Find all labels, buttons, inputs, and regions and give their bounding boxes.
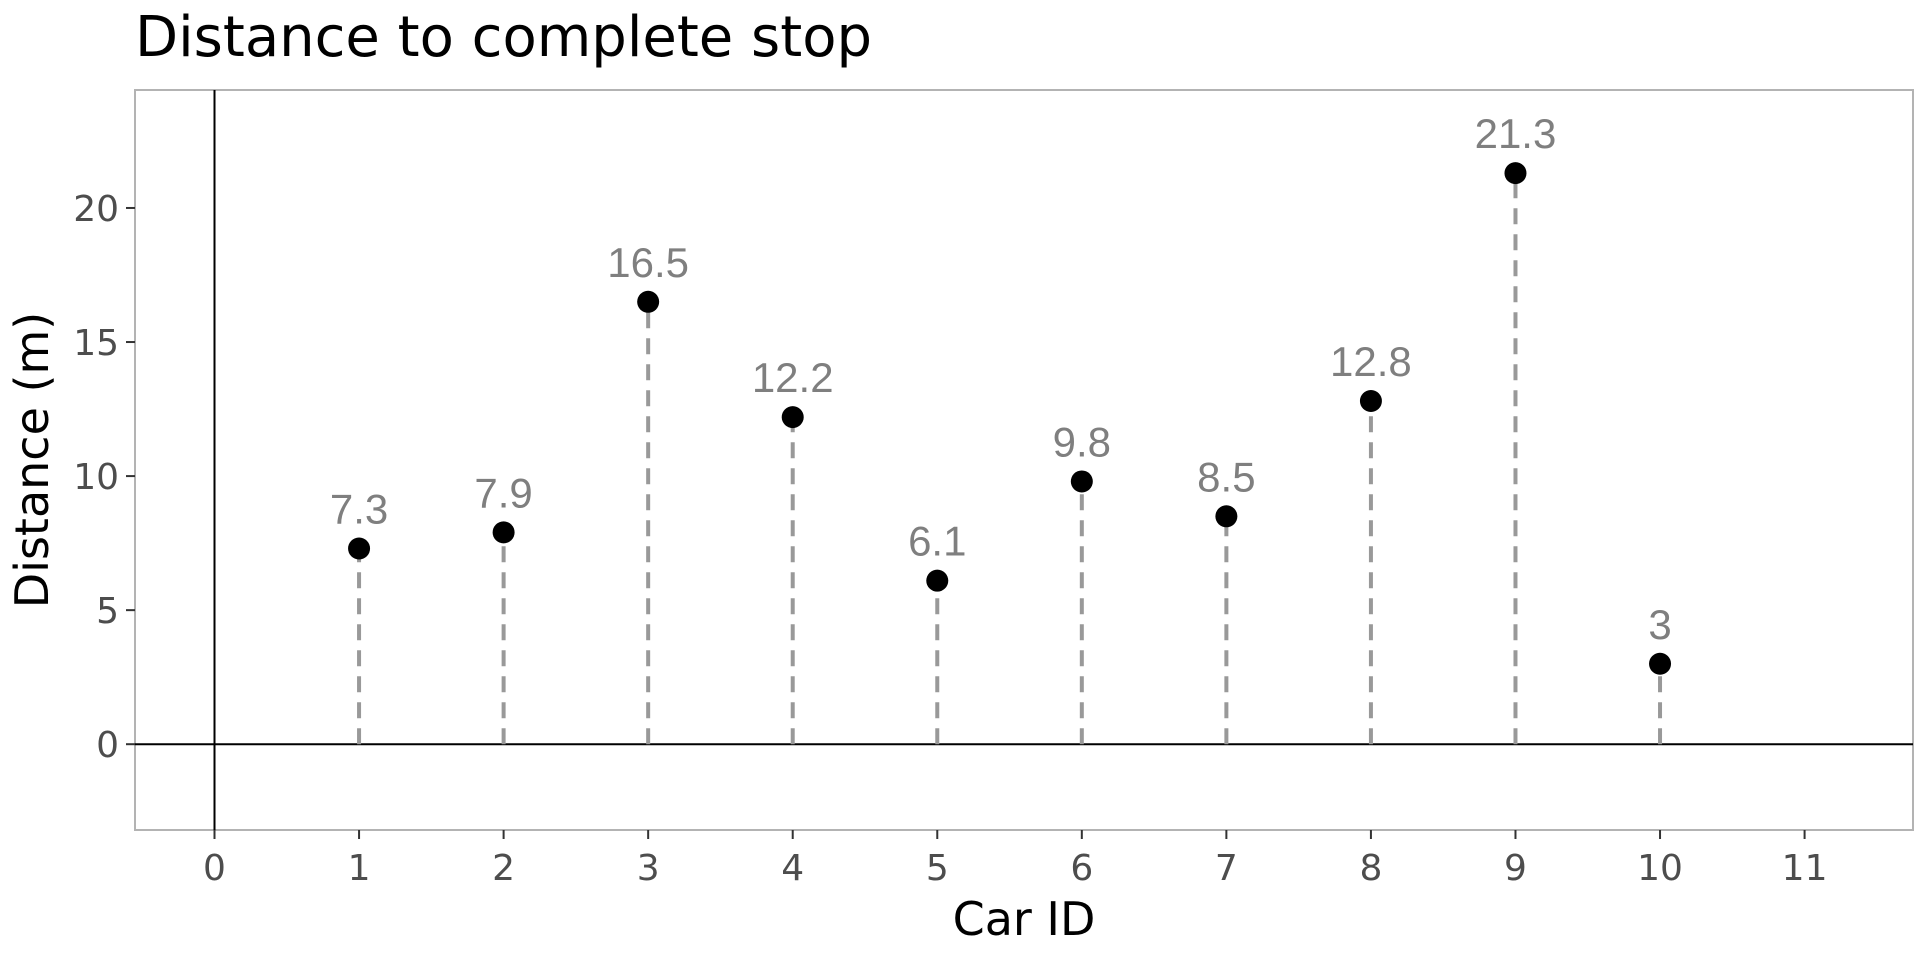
chart-title: Distance to complete stop	[135, 5, 872, 70]
y-tick-label: 20	[73, 189, 119, 230]
x-tick-label: 3	[637, 848, 660, 889]
data-label: 12.8	[1330, 338, 1412, 385]
y-tick-label: 15	[73, 323, 119, 364]
x-tick-label: 6	[1070, 848, 1093, 889]
data-label: 3	[1648, 601, 1671, 648]
x-axis-ticks: 0 1 2 3 4 5 6 7 8 9 10 11	[203, 830, 1827, 889]
x-tick-label: 9	[1504, 848, 1527, 889]
data-label: 9.8	[1053, 418, 1111, 465]
y-axis-ticks: 0 5 10 15 20	[73, 189, 135, 766]
x-tick-label: 4	[781, 848, 804, 889]
data-label: 8.5	[1197, 453, 1255, 500]
data-label: 16.5	[607, 239, 689, 286]
x-tick-label: 8	[1359, 848, 1382, 889]
y-tick-label: 5	[96, 591, 119, 632]
stems	[357, 173, 1663, 745]
data-label: 6.1	[908, 518, 966, 565]
data-point	[1070, 470, 1093, 493]
data-point	[1215, 505, 1238, 528]
x-tick-label: 1	[348, 848, 371, 889]
data-label: 12.2	[752, 354, 834, 401]
data-point	[1649, 652, 1672, 675]
plot-panel-border	[134, 89, 1914, 831]
x-axis-title: Car ID	[953, 892, 1096, 946]
y-axis-title: Distance (m)	[5, 312, 59, 608]
data-point	[492, 521, 515, 544]
y-tick-label: 0	[96, 725, 119, 766]
data-label: 7.9	[474, 469, 532, 516]
data-point	[348, 537, 371, 560]
data-point	[637, 290, 660, 313]
data-labels: 7.3 7.9 16.5 12.2 6.1 9.8 8.5 12.8 21.3 3	[330, 110, 1672, 648]
x-tick-label: 2	[492, 848, 515, 889]
y-tick-label: 10	[73, 457, 119, 498]
x-tick-label: 11	[1782, 848, 1828, 889]
x-tick-label: 5	[926, 848, 949, 889]
data-label: 21.3	[1475, 110, 1557, 157]
data-point	[1359, 390, 1382, 413]
data-point	[781, 406, 804, 429]
data-point	[1504, 162, 1527, 185]
x-tick-label: 7	[1215, 848, 1238, 889]
data-label: 7.3	[330, 485, 388, 532]
x-tick-label: 0	[203, 848, 226, 889]
data-point	[926, 569, 949, 592]
data-points	[348, 162, 1672, 675]
reference-lines	[135, 90, 1913, 830]
x-tick-label: 10	[1637, 848, 1683, 889]
